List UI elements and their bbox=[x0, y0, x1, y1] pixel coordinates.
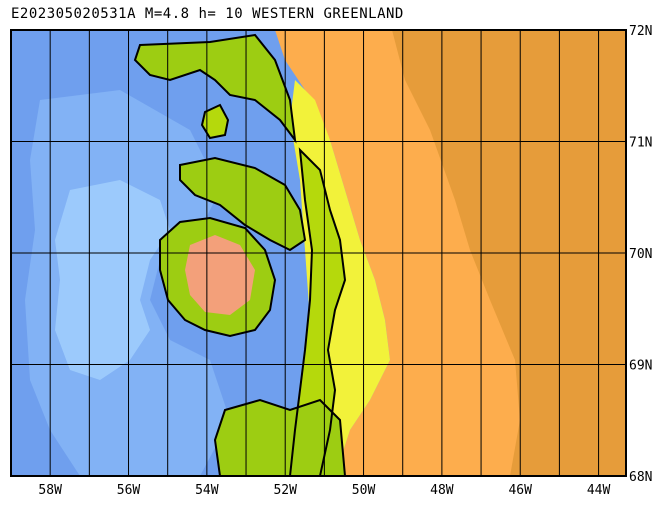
longitude-labels: 58W 56W 54W 52W 50W 48W 46W 44W bbox=[38, 483, 610, 498]
longitude-tick-label: 46W bbox=[508, 483, 532, 498]
longitude-tick-label: 44W bbox=[587, 483, 611, 498]
coastline-peninsula-mid bbox=[179, 156, 307, 252]
longitude-tick-label: 52W bbox=[273, 483, 297, 498]
central-peninsula bbox=[180, 158, 305, 250]
coastline-island-small bbox=[200, 103, 230, 140]
map-title: E202305020531A M=4.8 h= 10 WESTERN GREEN… bbox=[11, 6, 404, 22]
longitude-tick-label: 50W bbox=[352, 483, 376, 498]
mainland-coast bbox=[290, 150, 345, 476]
nuussuaq-peninsula bbox=[135, 35, 295, 140]
latitude-tick-label: 72N bbox=[629, 24, 652, 39]
coastline-peninsula-north bbox=[133, 33, 297, 144]
latitude-tick-label: 69N bbox=[629, 359, 652, 374]
longitude-tick-label: 58W bbox=[38, 483, 62, 498]
coastlines bbox=[133, 33, 347, 476]
latitude-labels: 72N 71N 70N 69N 68N bbox=[629, 24, 652, 485]
longitude-tick-label: 56W bbox=[117, 483, 141, 498]
disko-highland bbox=[185, 235, 255, 315]
longitude-tick-label: 54W bbox=[195, 483, 219, 498]
longitude-tick-label: 48W bbox=[430, 483, 454, 498]
coastline-mainland-east bbox=[288, 147, 347, 476]
latitude-tick-label: 68N bbox=[629, 470, 652, 485]
coastline-disko-island bbox=[159, 216, 277, 338]
latitude-tick-label: 71N bbox=[629, 136, 652, 151]
latitude-tick-label: 70N bbox=[629, 247, 652, 262]
southern-lowland bbox=[215, 400, 345, 476]
map-frame bbox=[10, 29, 627, 477]
coastline-mainland-south bbox=[213, 398, 347, 476]
small-island bbox=[202, 105, 228, 138]
shallow-ocean bbox=[55, 180, 170, 380]
